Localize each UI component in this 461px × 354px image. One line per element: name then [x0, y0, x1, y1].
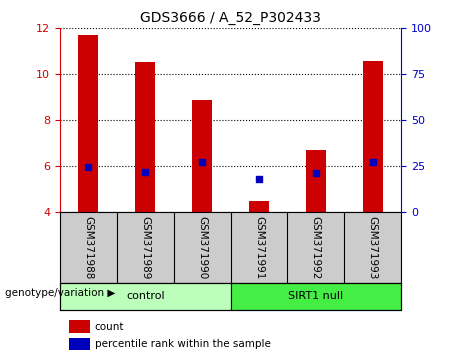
Bar	[192, 100, 212, 212]
Bar	[60, 283, 230, 310]
Bar	[69, 338, 89, 350]
Bar	[230, 283, 401, 310]
Point	[85, 165, 92, 170]
Text: GSM371992: GSM371992	[311, 216, 321, 279]
Text: control: control	[126, 291, 165, 302]
Bar	[363, 61, 383, 212]
Text: GSM371990: GSM371990	[197, 216, 207, 279]
Bar	[69, 320, 89, 333]
Point	[255, 176, 263, 182]
Title: GDS3666 / A_52_P302433: GDS3666 / A_52_P302433	[140, 11, 321, 24]
Text: percentile rank within the sample: percentile rank within the sample	[95, 339, 271, 349]
Text: genotype/variation ▶: genotype/variation ▶	[5, 288, 115, 298]
Text: GSM371991: GSM371991	[254, 216, 264, 279]
Text: GSM371988: GSM371988	[83, 216, 94, 279]
Bar	[249, 201, 269, 212]
Text: SIRT1 null: SIRT1 null	[288, 291, 343, 302]
Point	[369, 159, 376, 165]
Bar	[135, 62, 155, 212]
Text: GSM371993: GSM371993	[367, 216, 378, 279]
Point	[142, 169, 149, 175]
Text: count: count	[95, 322, 124, 332]
Bar	[78, 35, 98, 212]
Point	[312, 170, 319, 176]
Bar	[306, 150, 326, 212]
Point	[198, 159, 206, 165]
Text: GSM371989: GSM371989	[140, 216, 150, 279]
